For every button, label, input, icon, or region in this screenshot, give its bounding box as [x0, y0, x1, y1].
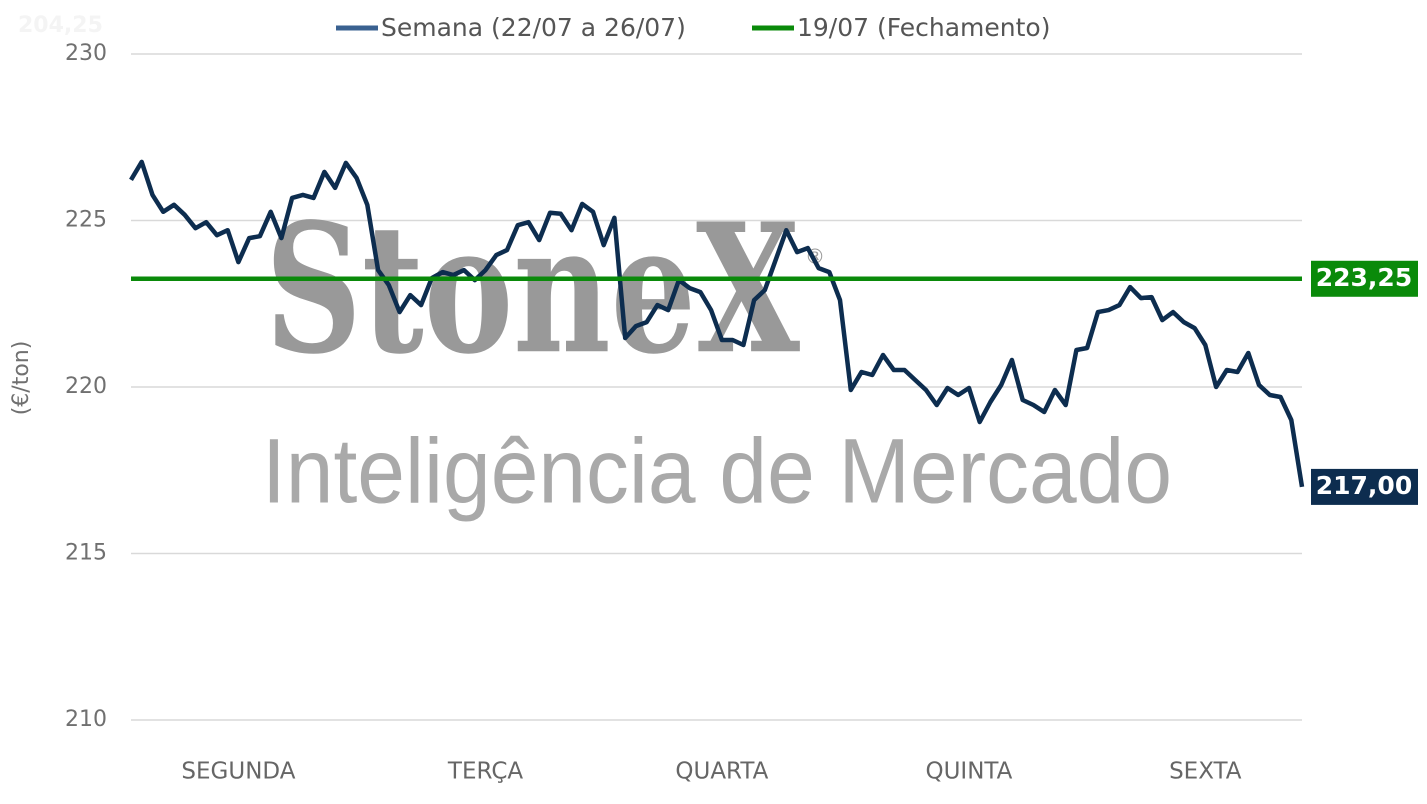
y-axis-label: (€/ton) — [9, 341, 34, 416]
x-tick-label: TERÇA — [447, 759, 523, 785]
y-tick-label: 230 — [65, 41, 107, 66]
y-tick-label: 220 — [65, 374, 107, 399]
line — [129, 159, 1305, 488]
y-tick-label: 215 — [65, 541, 107, 566]
end-label-box — [1311, 468, 1418, 505]
x-tick-label: QUINTA — [925, 759, 1012, 785]
x-tick-label: SEGUNDA — [181, 759, 295, 785]
y-tick-label: 210 — [65, 707, 107, 732]
x-tick-label: SEXTA — [1169, 759, 1242, 785]
watermark: Inteligência de Mercado — [262, 420, 1172, 522]
annotation: 204,25 — [18, 13, 103, 38]
grid — [131, 53, 1302, 721]
legend-label: 19/07 (Fechamento) — [797, 13, 1050, 42]
end-label-box — [1311, 260, 1418, 297]
end-label: 223,25 — [1316, 263, 1412, 292]
y-tick-label: 225 — [65, 208, 107, 233]
end-label: 217,00 — [1316, 471, 1412, 500]
legend-label: Semana (22/07 a 26/07) — [381, 13, 686, 42]
x-tick-label: QUARTA — [675, 759, 768, 785]
watermark: StoneX — [265, 184, 800, 393]
